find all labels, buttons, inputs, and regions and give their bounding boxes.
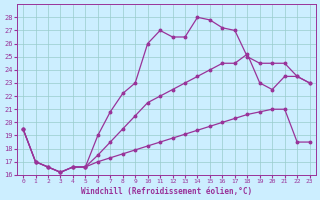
X-axis label: Windchill (Refroidissement éolien,°C): Windchill (Refroidissement éolien,°C) [81, 187, 252, 196]
